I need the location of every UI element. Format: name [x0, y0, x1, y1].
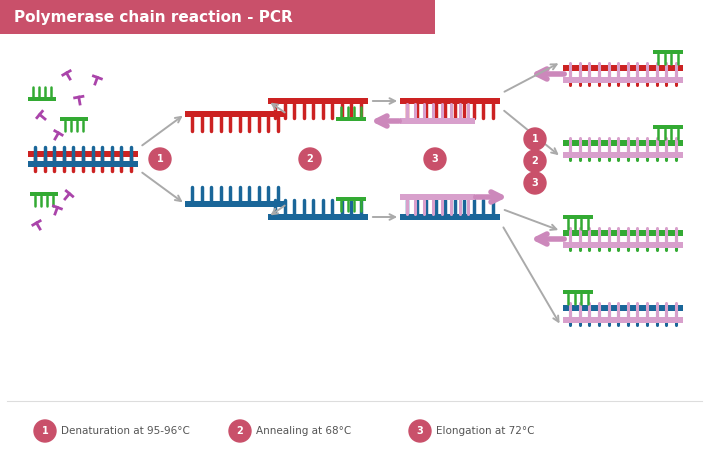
- Bar: [400, 98, 500, 104]
- Bar: [336, 117, 366, 121]
- Bar: [563, 317, 683, 323]
- Bar: [268, 98, 368, 104]
- Text: 3: 3: [417, 426, 423, 436]
- Bar: [28, 161, 138, 167]
- Bar: [563, 65, 683, 71]
- Text: 2: 2: [237, 426, 243, 436]
- Text: 2: 2: [532, 156, 538, 166]
- Circle shape: [524, 150, 546, 172]
- Bar: [563, 242, 683, 248]
- Bar: [563, 305, 683, 311]
- Text: Polymerase chain reaction - PCR: Polymerase chain reaction - PCR: [14, 9, 293, 24]
- FancyBboxPatch shape: [0, 0, 435, 34]
- Bar: [400, 194, 475, 200]
- Text: 3: 3: [432, 154, 438, 164]
- Text: 2: 2: [306, 154, 313, 164]
- Bar: [400, 118, 475, 124]
- Bar: [60, 117, 88, 121]
- Bar: [563, 152, 683, 158]
- Bar: [336, 197, 366, 201]
- Bar: [400, 214, 500, 220]
- Text: 1: 1: [157, 154, 163, 164]
- Circle shape: [524, 172, 546, 194]
- Text: Denaturation at 95-96°C: Denaturation at 95-96°C: [61, 426, 190, 436]
- Circle shape: [409, 420, 431, 442]
- Bar: [563, 230, 683, 236]
- Bar: [28, 97, 56, 101]
- Text: Annealing at 68°C: Annealing at 68°C: [256, 426, 351, 436]
- Circle shape: [229, 420, 251, 442]
- Bar: [563, 140, 683, 146]
- Circle shape: [524, 128, 546, 150]
- Bar: [653, 125, 683, 129]
- Circle shape: [299, 148, 321, 170]
- Circle shape: [149, 148, 171, 170]
- Bar: [653, 50, 683, 54]
- Bar: [28, 151, 138, 157]
- Bar: [30, 192, 58, 196]
- Bar: [563, 215, 593, 219]
- Circle shape: [34, 420, 56, 442]
- Bar: [563, 77, 683, 83]
- Bar: [268, 214, 368, 220]
- Bar: [185, 201, 285, 207]
- Text: 3: 3: [532, 178, 538, 188]
- Text: 1: 1: [532, 134, 538, 144]
- Bar: [185, 111, 285, 117]
- Text: 1: 1: [42, 426, 48, 436]
- Bar: [563, 290, 593, 294]
- Text: Elongation at 72°C: Elongation at 72°C: [436, 426, 535, 436]
- Circle shape: [424, 148, 446, 170]
